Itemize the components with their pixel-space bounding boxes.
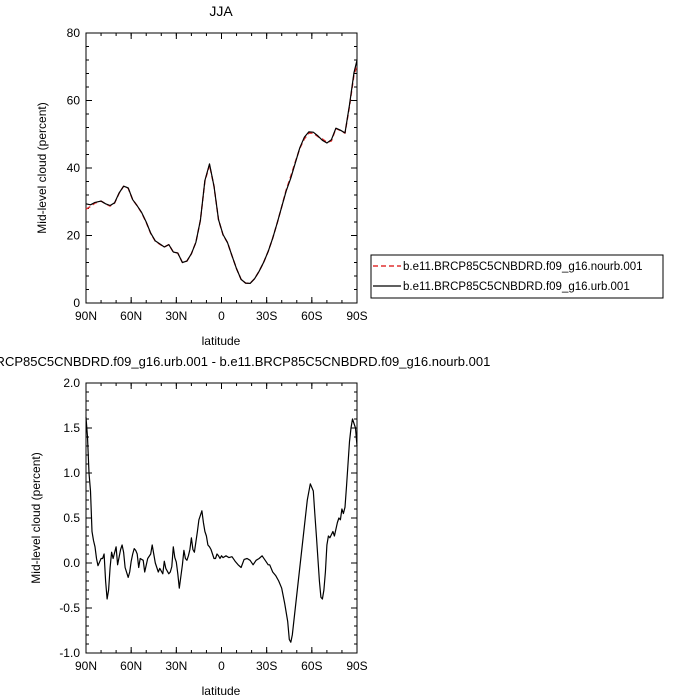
bottom-x-tick-label: 0	[218, 659, 225, 673]
legend-box	[370, 254, 664, 299]
legend: b.e11.BRCP85C5CNBDRD.f09_g16.nourb.001 b…	[370, 254, 664, 299]
top-x-tick-label: 60S	[301, 309, 322, 323]
top-series-line-0	[85, 65, 358, 285]
bottom-y-tick-label: -1.0	[59, 646, 80, 660]
legend-label-nourb: b.e11.BRCP85C5CNBDRD.f09_g16.nourb.001	[403, 261, 643, 273]
top-x-tick-label: 90N	[75, 309, 97, 323]
bottom-x-tick-label: 90S	[346, 659, 367, 673]
top-plot-frame	[85, 32, 358, 304]
panel-bottom: b.e11.BRCP85C5CNBDRD.f09_g16.urb.001 - b…	[0, 354, 490, 698]
top-y-tick-label: 20	[67, 229, 81, 243]
bottom-y-tick-label: -0.5	[59, 601, 80, 615]
top-y-axis-label: Mid-level cloud (percent)	[35, 102, 49, 233]
top-x-tick-label: 60N	[120, 309, 142, 323]
bottom-y-tick-label: 0.5	[63, 511, 80, 525]
top-y-tick-label: 0	[73, 296, 80, 310]
bottom-x-tick-label: 60N	[120, 659, 142, 673]
bottom-y-tick-label: 1.5	[63, 421, 80, 435]
bottom-plot-frame	[85, 382, 358, 654]
bottom-x-tick-label: 30S	[256, 659, 277, 673]
top-x-tick-label: 0	[218, 309, 225, 323]
top-y-tick-label: 40	[67, 161, 81, 175]
top-x-tick-label: 30S	[256, 309, 277, 323]
bottom-x-tick-label: 60S	[301, 659, 322, 673]
legend-label-urb: b.e11.BRCP85C5CNBDRD.f09_g16.urb.001	[403, 281, 630, 293]
bottom-y-axis-label: Mid-level cloud (percent)	[29, 452, 43, 583]
top-x-tick-label: 90S	[346, 309, 367, 323]
bottom-series-line-0	[85, 417, 358, 643]
top-x-axis-label: latitude	[202, 334, 241, 348]
bottom-title: b.e11.BRCP85C5CNBDRD.f09_g16.urb.001 - b…	[0, 354, 490, 369]
bottom-x-tick-label: 30N	[165, 659, 187, 673]
bottom-y-tick-label: 2.0	[63, 376, 80, 390]
top-y-tick-label: 60	[67, 94, 81, 108]
top-x-tick-label: 30N	[165, 309, 187, 323]
top-title: JJA	[209, 3, 233, 19]
bottom-y-tick-label: 1.0	[63, 466, 80, 480]
top-series-line-1	[85, 60, 358, 284]
bottom-x-axis-label: latitude	[202, 684, 241, 698]
panel-top: JJA Mid-level cloud (percent) latitude 9…	[35, 3, 368, 348]
top-y-tick-label: 80	[67, 26, 81, 40]
bottom-y-tick-label: 0.0	[63, 556, 80, 570]
bottom-x-tick-label: 90N	[75, 659, 97, 673]
